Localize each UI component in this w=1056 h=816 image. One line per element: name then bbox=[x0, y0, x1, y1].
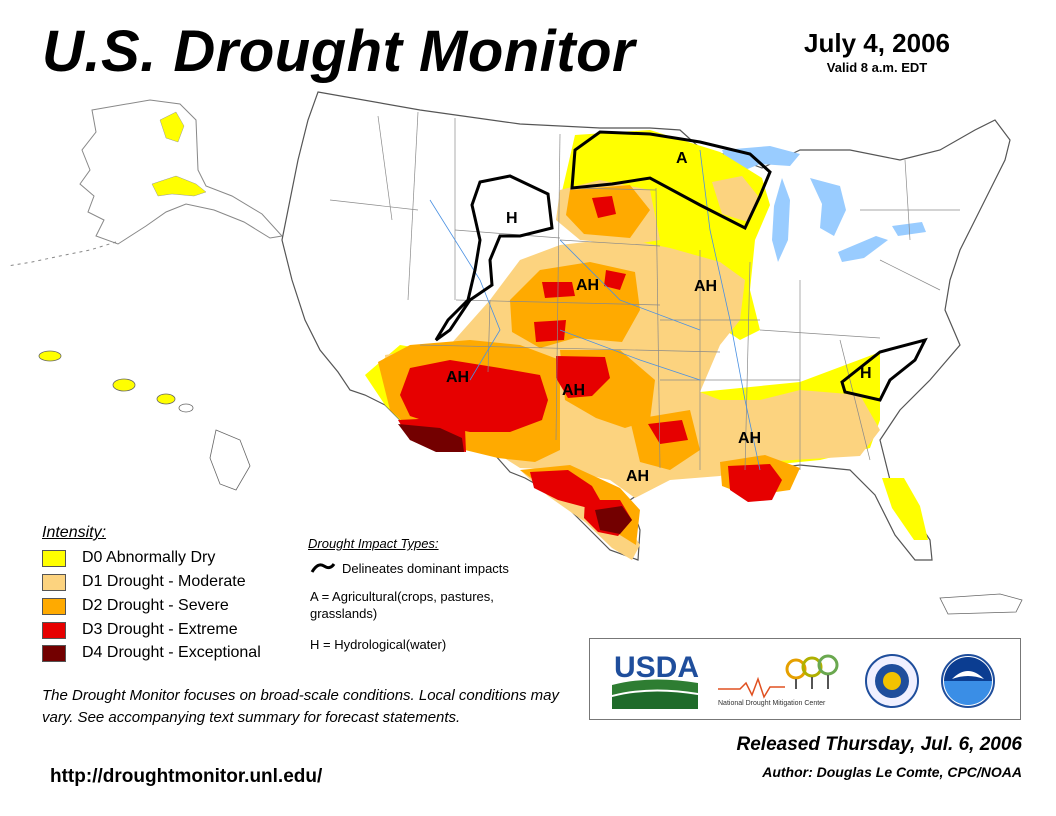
released-date: Released Thursday, Jul. 6, 2006 bbox=[736, 734, 1023, 755]
usda-logo: USDA bbox=[612, 651, 699, 709]
impact-label: H bbox=[506, 210, 518, 227]
alaska-d0-north bbox=[159, 111, 185, 143]
legend-label: D0 Abnormally Dry bbox=[82, 549, 216, 566]
legend-swatch bbox=[42, 574, 66, 591]
ndmc-logo: National Drought Mitigation Center bbox=[718, 654, 839, 707]
d3-ks bbox=[542, 282, 575, 298]
lake-michigan bbox=[772, 178, 790, 262]
legend-swatch bbox=[42, 598, 66, 615]
legend-label: D3 Drought - Extreme bbox=[82, 621, 238, 638]
noaa-logo-icon bbox=[941, 654, 995, 708]
impact-agricultural-text: A = Agricultural(crops, pastures, grassl… bbox=[310, 589, 494, 621]
website-link[interactable]: http://droughtmonitor.unl.edu/ bbox=[50, 766, 323, 787]
legend-label: D1 Drought - Moderate bbox=[82, 573, 246, 590]
map-title: U.S. Drought Monitor bbox=[42, 19, 636, 84]
boundary-h-southeast bbox=[840, 337, 928, 402]
d4-areas bbox=[398, 424, 632, 534]
valid-time: Valid 8 a.m. EDT bbox=[826, 60, 928, 75]
impact-label: AH bbox=[694, 278, 717, 295]
impact-labels: A H AH AH AH AH AH AH AH H bbox=[446, 150, 872, 485]
legend-label: D2 Drought - Severe bbox=[82, 597, 229, 614]
impact-types-title: Drought Impact Types: bbox=[308, 536, 439, 551]
impact-line-icon bbox=[310, 563, 336, 573]
lake-erie bbox=[838, 236, 888, 262]
d0-florida bbox=[882, 478, 928, 540]
hawaii-island-1 bbox=[178, 403, 194, 413]
legend-title: Intensity: bbox=[42, 524, 107, 541]
d4-texas bbox=[595, 506, 632, 534]
boundary-h-montana bbox=[434, 174, 554, 342]
d3-tx-south bbox=[530, 470, 600, 508]
impact-delineates-text: Delineates dominant impacts bbox=[342, 561, 509, 576]
d3-nd bbox=[592, 196, 616, 218]
d3-ok-panhandle bbox=[556, 356, 610, 398]
boundary-northern-a bbox=[570, 130, 772, 231]
hawaii bbox=[38, 350, 251, 491]
impact-label: AH bbox=[576, 277, 599, 294]
impact-boundaries bbox=[434, 130, 928, 402]
d3-areas bbox=[398, 196, 782, 536]
d1-wisconsin bbox=[712, 176, 758, 222]
lake-huron bbox=[810, 178, 846, 236]
ndmc-text: National Drought Mitigation Center bbox=[718, 700, 826, 707]
rivers bbox=[429, 149, 761, 471]
logos-svg: USDA National Drought Mitigation Center bbox=[612, 651, 995, 709]
usda-text: USDA bbox=[614, 651, 699, 684]
legend-label: D4 Drought - Exceptional bbox=[82, 644, 261, 661]
impact-label: AH bbox=[626, 468, 649, 485]
d3-co bbox=[534, 320, 566, 342]
impact-label: H bbox=[860, 365, 872, 382]
d3-tx-central bbox=[648, 420, 688, 444]
state-boundaries bbox=[329, 111, 960, 471]
aleutians bbox=[7, 241, 117, 267]
d3-louisiana bbox=[728, 464, 782, 502]
impact-label: AH bbox=[446, 369, 469, 386]
hawaii-d0-1 bbox=[38, 350, 62, 362]
disclaimer-text: The Drought Monitor focuses on broad-sca… bbox=[42, 687, 559, 726]
d4-arizona bbox=[398, 424, 464, 452]
hawaii-big-island bbox=[209, 429, 251, 491]
doc-seal-icon bbox=[865, 654, 919, 708]
legend-swatch bbox=[42, 645, 66, 662]
impact-label: AH bbox=[738, 430, 761, 447]
alaska-land bbox=[79, 99, 283, 245]
impact-hydrological-text: H = Hydrological(water) bbox=[310, 637, 447, 652]
legend-swatch bbox=[42, 622, 66, 639]
d3-ne bbox=[604, 270, 626, 290]
alaska-d0-south bbox=[151, 175, 207, 197]
hawaii-d0-2 bbox=[112, 378, 136, 392]
partner-logos: USDA National Drought Mitigation Center bbox=[589, 638, 1021, 720]
puerto-rico bbox=[939, 593, 1023, 615]
legend-swatch bbox=[42, 550, 66, 567]
map-date: July 4, 2006 bbox=[804, 28, 950, 58]
impact-label: AH bbox=[562, 382, 585, 399]
impact-label: A bbox=[676, 150, 688, 167]
author-credit: Author: Douglas Le Comte, CPC/NOAA bbox=[762, 764, 1022, 780]
alaska bbox=[7, 99, 283, 267]
hawaii-d0-3 bbox=[156, 393, 176, 405]
d3-az-nm bbox=[400, 360, 548, 432]
